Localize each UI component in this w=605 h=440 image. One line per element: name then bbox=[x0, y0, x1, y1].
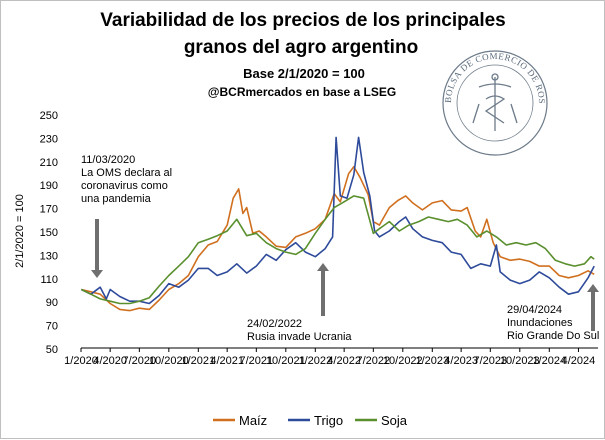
x-tick-label: 10/2022 bbox=[383, 355, 423, 367]
legend-label: Maíz bbox=[239, 413, 267, 428]
x-tick-label: 7/2022 bbox=[356, 355, 390, 367]
legend-label: Soja bbox=[381, 413, 408, 428]
x-tick-label: 4/2024 bbox=[562, 355, 596, 367]
x-tick-label: 1/2021 bbox=[181, 355, 215, 367]
annotation-text: 11/03/2020 bbox=[81, 154, 135, 166]
caduceus-icon bbox=[472, 73, 518, 131]
chart-subtitle: Base 2/1/2020 = 100 bbox=[243, 66, 365, 81]
annotation-arrow bbox=[91, 219, 103, 278]
series-line-maz bbox=[81, 165, 595, 312]
y-tick-label: 250 bbox=[40, 110, 58, 122]
y-tick-label: 230 bbox=[40, 133, 58, 145]
y-tick-label: 190 bbox=[40, 180, 58, 192]
annotation-text: La OMS declara al bbox=[81, 167, 172, 179]
axes: 5070901101301501701902102302501/20204/20… bbox=[14, 110, 598, 367]
x-tick-label: 4/2021 bbox=[210, 355, 244, 367]
annotation-arrow bbox=[317, 263, 329, 316]
y-tick-label: 170 bbox=[40, 204, 58, 216]
x-tick-label: 4/2023 bbox=[444, 355, 478, 367]
annotation-text: Inundaciones bbox=[507, 317, 573, 329]
annotation-text: Rio Grande Do Sul bbox=[507, 330, 599, 342]
legend: Maíz Trigo Soja bbox=[213, 413, 408, 428]
y-tick-label: 70 bbox=[46, 321, 58, 333]
x-tick-label: 1/2023 bbox=[415, 355, 449, 367]
x-tick-label: 4/2022 bbox=[327, 355, 361, 367]
annotation-text: una pandemia bbox=[81, 193, 152, 205]
x-tick-label: 1/2024 bbox=[532, 355, 566, 367]
y-tick-label: 90 bbox=[46, 297, 58, 309]
annotation-text: 24/02/2022 bbox=[247, 318, 302, 330]
x-tick-label: 10/2020 bbox=[149, 355, 189, 367]
annotation-text: Rusia invade Ucrania bbox=[247, 331, 352, 343]
x-tick-label: 7/2021 bbox=[239, 355, 273, 367]
legend-label: Trigo bbox=[314, 413, 343, 428]
x-tick-label: 7/2023 bbox=[473, 355, 507, 367]
chart-title: Variabilidad de los precios de los princ… bbox=[100, 10, 505, 31]
series-layer bbox=[80, 136, 595, 312]
y-tick-label: 110 bbox=[40, 274, 58, 286]
series-line-trigo bbox=[80, 136, 595, 305]
chart-source: @BCRmercados en base a LSEG bbox=[208, 85, 396, 99]
chart-title-line2: granos del agro argentino bbox=[184, 37, 418, 58]
y-axis-label: 2/1/2020 = 100 bbox=[14, 194, 26, 268]
x-tick-label: 10/2023 bbox=[500, 355, 540, 367]
annotation-text: 29/04/2024 bbox=[507, 304, 562, 316]
annotation-text: coronavirus como bbox=[81, 180, 168, 192]
x-tick-label: 10/2021 bbox=[266, 355, 306, 367]
y-tick-label: 150 bbox=[40, 227, 58, 239]
y-tick-label: 130 bbox=[40, 250, 58, 262]
annotation-arrow bbox=[587, 284, 599, 331]
y-tick-label: 210 bbox=[40, 157, 58, 169]
x-tick-label: 7/2020 bbox=[123, 355, 157, 367]
y-tick-label: 50 bbox=[46, 344, 58, 356]
x-tick-label: 4/2020 bbox=[93, 355, 127, 367]
series-line-soja bbox=[80, 195, 595, 305]
x-tick-label: 1/2020 bbox=[64, 355, 98, 367]
x-tick-label: 1/2022 bbox=[298, 355, 332, 367]
